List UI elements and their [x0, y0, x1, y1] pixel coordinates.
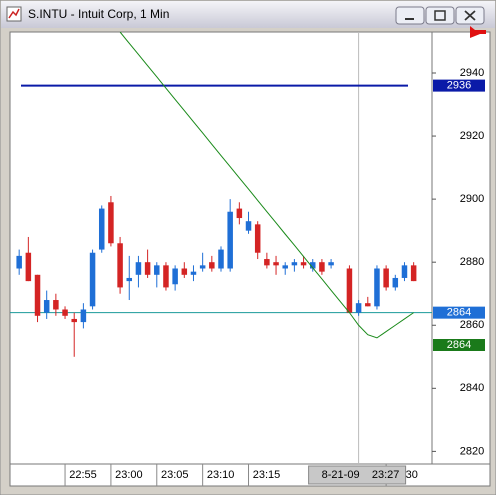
x-tick-label: 22:55	[69, 469, 97, 481]
candle-body	[181, 268, 188, 275]
ma-price-box	[433, 339, 485, 351]
candle-body	[89, 252, 96, 307]
candle-body	[16, 255, 22, 269]
candle-body	[328, 262, 334, 266]
cursor-box	[308, 465, 407, 485]
candle-body	[273, 262, 279, 266]
candle-body	[291, 262, 298, 266]
x-tick-label: 23:00	[115, 469, 143, 481]
minimize-button[interactable]	[395, 6, 425, 25]
candle-body	[71, 318, 77, 323]
cursor-date: 8-21-09	[322, 469, 360, 481]
candle-body	[34, 274, 41, 316]
candle-body	[410, 265, 417, 282]
last-price-box	[433, 306, 485, 319]
x-tick-label: 23:10	[207, 469, 235, 481]
candle-body	[374, 268, 380, 307]
maximize-button[interactable]	[425, 6, 455, 25]
y-tick-label: 2900	[460, 193, 484, 205]
candle-body	[62, 309, 68, 316]
candle-body	[401, 265, 408, 278]
candle-body	[236, 208, 243, 219]
candle-body	[218, 249, 224, 269]
x-tick-label: 23:15	[253, 469, 281, 481]
ma-price-label: 2864	[447, 339, 471, 351]
candle-body	[300, 262, 307, 266]
y-tick-label: 2920	[460, 130, 484, 142]
candle-body	[209, 262, 215, 269]
candle-body	[346, 268, 353, 313]
candle-body	[172, 268, 178, 285]
window-title: S.INTU - Intuit Corp, 1 Min	[28, 7, 169, 21]
candle-body	[53, 300, 59, 310]
window-buttons	[395, 6, 485, 25]
candle-body	[154, 265, 160, 275]
level-price-box	[433, 79, 485, 92]
y-tick-label: 2880	[460, 256, 484, 268]
candle-body	[190, 271, 197, 275]
candle-body	[80, 309, 87, 323]
candle-body	[282, 265, 288, 269]
close-glyph	[464, 10, 476, 21]
plot-clip	[10, 32, 432, 464]
y-tick-label: 2820	[460, 445, 484, 457]
candle-body	[144, 262, 151, 275]
app-icon-glyph	[8, 8, 20, 19]
candle-body	[135, 262, 142, 275]
candle-body	[392, 277, 399, 288]
candle-body	[355, 303, 362, 313]
last-price-label: 2864	[447, 307, 471, 319]
y-tick-label: 2940	[460, 67, 484, 79]
moving-average	[119, 32, 414, 339]
price-axis	[431, 31, 491, 465]
candle-body	[254, 224, 261, 253]
candle-body	[319, 262, 325, 272]
scroll-arrow[interactable]	[470, 26, 486, 38]
candle-body	[117, 243, 123, 288]
maximize-glyph	[434, 10, 446, 21]
candle-body	[383, 268, 389, 288]
candle-body	[365, 303, 371, 307]
candle-body	[227, 211, 233, 269]
level-price-label: 2936	[447, 80, 471, 92]
candle-body	[108, 202, 114, 244]
y-tick-label: 2840	[460, 382, 484, 394]
cursor-time: 23:27	[372, 469, 400, 481]
candle-body	[98, 208, 105, 250]
candle-body	[199, 265, 206, 269]
candle-body	[43, 300, 50, 313]
candle-body	[245, 221, 252, 231]
candle-body	[264, 259, 270, 266]
candle-body	[25, 252, 32, 282]
x-tick-label: 23:05	[161, 469, 189, 481]
candle-body	[163, 265, 169, 288]
candle-body	[309, 262, 316, 269]
y-tick-label: 2860	[460, 319, 484, 331]
candle-body	[126, 277, 133, 282]
chart-layer: 2820 2840 2860 2880 2900 2920 2940 22:55 23:00 23…	[10, 32, 485, 486]
